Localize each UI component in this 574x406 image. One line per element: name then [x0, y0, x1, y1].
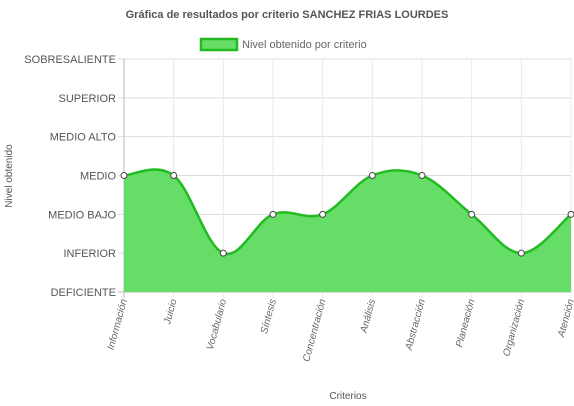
chart-title: Gráfica de resultados por criterio SANCH…	[126, 9, 449, 21]
legend[interactable]: Nivel obtenido por criterio	[199, 37, 367, 52]
y-axis-ticks: DEFICIENTE INFERIOR MEDIO BAJO MEDIO MEDIO A…	[24, 54, 116, 299]
x-axis-title: Criterios	[329, 391, 366, 402]
x-tick-label: Planeación	[454, 298, 478, 349]
y-tick-label: MEDIO ALTO	[50, 132, 117, 144]
data-point[interactable]	[170, 172, 178, 179]
y-tick-label: SUPERIOR	[59, 93, 117, 105]
y-axis-title: Nivel obtenido	[4, 144, 15, 208]
legend-swatch	[199, 37, 239, 52]
x-tick-label: Juicio	[162, 298, 180, 327]
data-point[interactable]	[468, 210, 476, 218]
data-points	[120, 172, 574, 257]
x-tick-label: Organización	[501, 298, 527, 358]
data-point[interactable]	[418, 172, 426, 179]
y-tick-label: DEFICIENTE	[51, 287, 116, 299]
y-tick-label: MEDIO BAJO	[48, 209, 116, 221]
series-line	[123, 168, 572, 256]
x-tick-label: Abstracción	[403, 298, 428, 353]
x-tick-label: Atención	[556, 298, 574, 340]
data-point[interactable]	[219, 249, 227, 257]
x-tick-label: Vocabulario	[205, 298, 229, 352]
data-point[interactable]	[269, 210, 277, 218]
series-area	[124, 169, 571, 292]
y-tick-label: INFERIOR	[63, 248, 116, 260]
data-point[interactable]	[517, 249, 525, 257]
x-axis-ticks: Información Juicio Vocabulario Síntesis Conc…	[106, 298, 574, 364]
legend-label: Nivel obtenido por criterio	[242, 39, 367, 51]
x-tick-label: Información	[106, 298, 130, 352]
data-point[interactable]	[319, 210, 327, 218]
x-tick-label: Síntesis	[259, 298, 279, 335]
x-tick-label: Concentración	[301, 298, 328, 364]
x-tick-label: Análisis	[358, 298, 378, 335]
data-point[interactable]	[567, 210, 574, 218]
y-tick-label: MEDIO	[80, 171, 117, 183]
data-point[interactable]	[120, 172, 128, 179]
y-tick-label: SOBRESALIENTE	[24, 54, 116, 66]
data-point[interactable]	[368, 172, 376, 179]
